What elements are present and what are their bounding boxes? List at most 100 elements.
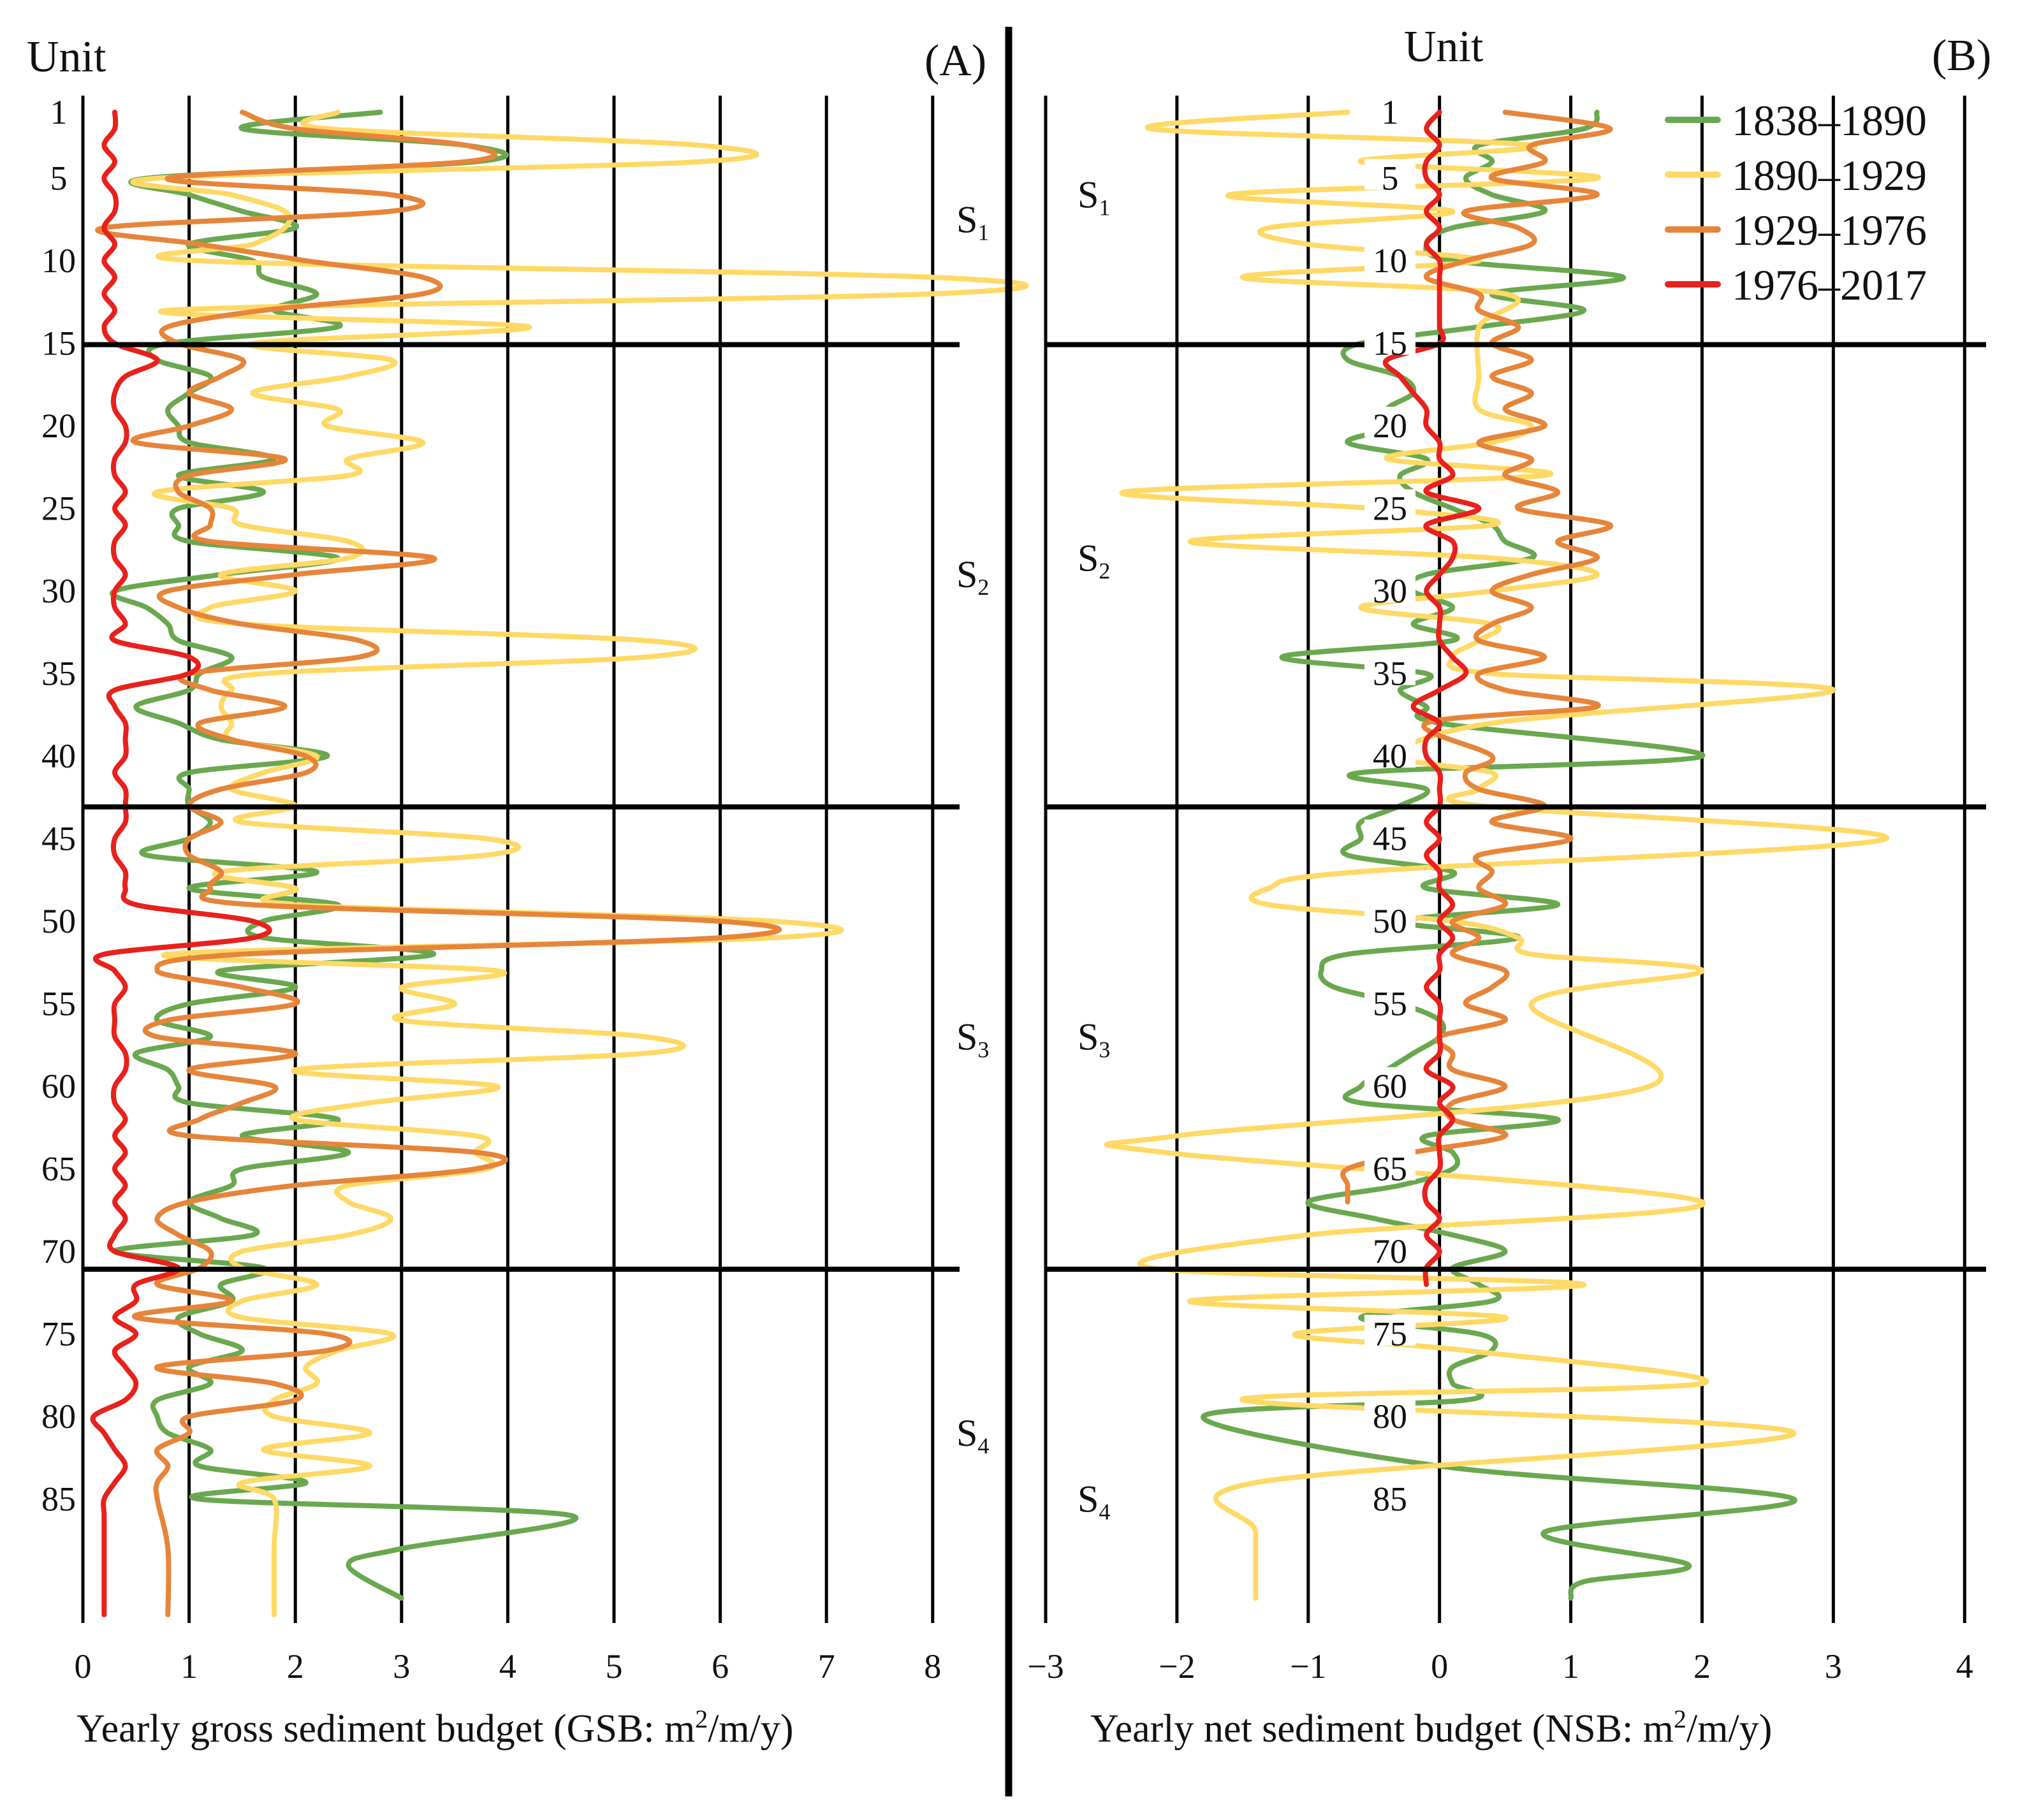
panel-b-unit-label: 50 (1373, 902, 1407, 940)
panel-a-unit-label: 35 (41, 655, 76, 693)
panel-b-segment-subscript: 4 (1099, 1499, 1110, 1525)
panel-b-segment-subscript: 1 (1099, 195, 1110, 221)
panel-b-series (1104, 110, 1889, 1601)
panel-a-segment-subscript: 3 (977, 1037, 989, 1062)
panel-a-segment-subscript: 1 (977, 219, 989, 245)
panel-a-x-tick-label: 0 (75, 1647, 92, 1685)
panel-b-unit-label-background (1364, 1232, 1415, 1263)
panel-b-x-tick-label: 0 (1431, 1647, 1448, 1685)
panel-a-unit-label: 45 (41, 820, 76, 858)
panel-b-unit-label: 80 (1373, 1397, 1407, 1436)
panel-a-x-tick-label: 7 (818, 1647, 835, 1685)
panel-b-x-tick-label: −1 (1290, 1647, 1326, 1685)
panel-a-unit-label: 25 (41, 490, 76, 528)
panel-a-unit-label: 75 (41, 1315, 76, 1353)
panel-a-series-line-18381890 (110, 110, 579, 1601)
panel-b-unit-label: 70 (1373, 1232, 1407, 1270)
legend-label: 1890–1929 (1732, 151, 1927, 200)
panel-b-unit-label-background (1364, 324, 1415, 355)
panel-b-unit-label: 65 (1373, 1150, 1407, 1188)
panel-a-series-line-19291976 (95, 110, 782, 1617)
panel-a-x-axis-title-main: Yearly gross sediment budget (GSB: m (77, 1707, 695, 1751)
panel-b-unit-label-background (1364, 93, 1415, 124)
panel-a-x-axis-title: Yearly gross sediment budget (GSB: m2/m/… (77, 1705, 794, 1751)
panel-a-label: (A) (925, 36, 986, 85)
panel-b-unit-label: 45 (1373, 820, 1407, 858)
panel-a-unit-label: 60 (41, 1067, 76, 1105)
panel-b-x-axis-title-sup: 2 (1674, 1705, 1686, 1733)
panel-b-unit-label-background (1364, 242, 1415, 273)
panel-a-unit-label: 15 (41, 324, 76, 363)
panel-b-unit-label: 35 (1373, 655, 1407, 693)
panel-b-segment-label: S1 (1078, 174, 1110, 221)
panel-b-label: (B) (1932, 31, 1991, 80)
panel-b-unit-label-background (1364, 1149, 1415, 1181)
legend: 1838–1890 1890–1929 1929–1976 1976–2017 (1665, 96, 1927, 309)
panel-b-unit-label-background (1364, 984, 1415, 1016)
panel-b-unit-label-background (1364, 819, 1415, 850)
panel-a-unit-label: 70 (41, 1232, 76, 1270)
panel-b-x-axis-title: Yearly net sediment budget (NSB: m2/m/y) (1090, 1705, 1772, 1751)
panel-a-segment-boundaries (83, 342, 960, 1272)
panel-b-series-line-19762017 (1382, 110, 1482, 1287)
panel-a-unit-label: 85 (41, 1480, 76, 1518)
panel-a-series (90, 110, 1029, 1617)
panel-b-x-tick-label: −2 (1159, 1647, 1195, 1685)
panel-b-unit-label: 20 (1373, 407, 1407, 445)
panel-a-unit-label: 1 (50, 93, 68, 131)
panel-a-unit-label: 10 (41, 242, 76, 280)
panel-b-unit-label-background (1364, 654, 1415, 685)
panel-b-unit-label: 85 (1373, 1480, 1407, 1518)
panel-b-unit-label-background (1364, 1480, 1415, 1511)
panel-a-unit-label: 20 (41, 407, 76, 445)
panel-b-unit-header: Unit (1404, 22, 1484, 71)
panel-b-segment-subscript: 2 (1099, 558, 1110, 583)
panel-a-x-tick-labels: 0 1 2 3 4 5 6 7 8 (75, 1647, 942, 1685)
panel-a-segment-subscript: 2 (977, 574, 989, 600)
legend-label: 1976–2017 (1732, 261, 1927, 309)
panel-b-unit-label-background (1364, 1314, 1415, 1346)
panel-a-x-tick-label: 4 (499, 1647, 516, 1685)
panel-b-x-tick-label: 4 (1956, 1647, 1973, 1685)
panel-b-unit-label-background (1364, 159, 1415, 190)
panel-a-unit-label: 65 (41, 1150, 76, 1188)
panel-a-x-tick-label: 1 (180, 1647, 198, 1685)
panel-a-series-line-18901929 (130, 110, 1029, 1617)
panel-a-x-tick-label: 5 (606, 1647, 623, 1685)
panel-b-unit-label: 55 (1373, 985, 1407, 1023)
panel-a-unit-label: 40 (41, 737, 76, 775)
panel-b-unit-label: 5 (1382, 159, 1399, 198)
panel-b-unit-label: 1 (1382, 93, 1399, 131)
panel-b-unit-label-background (1364, 1397, 1415, 1429)
panel-b-unit-label: 30 (1373, 572, 1407, 610)
legend-label: 1838–1890 (1732, 96, 1927, 145)
panel-b-segment-boundaries (1046, 342, 1986, 1272)
panel-b-series-line-18901929 (1104, 110, 1889, 1601)
panel-a-series-line-19762017 (90, 110, 272, 1617)
panel-a-unit-label: 55 (41, 985, 76, 1023)
panel-b-unit-label: 75 (1373, 1315, 1407, 1353)
panel-b-unit-label-background (1364, 902, 1415, 933)
panel-b-unit-label-background (1364, 737, 1415, 768)
panel-a-x-tick-label: 3 (393, 1647, 410, 1685)
panel-b-x-tick-label: 3 (1825, 1647, 1842, 1685)
panel-b-unit-label-background (1364, 572, 1415, 603)
panel-a-segment-subscript: 4 (977, 1433, 989, 1459)
panel-b-unit-label: 40 (1373, 737, 1407, 775)
panel-b-unit-label: 10 (1373, 242, 1407, 280)
panel-a-unit-label: 30 (41, 572, 76, 610)
panel-b-x-tick-label: 2 (1693, 1647, 1711, 1685)
legend-label: 1929–1976 (1732, 206, 1927, 254)
panel-b-x-tick-labels: −3 −2 −1 0 1 2 3 4 (1027, 1647, 1973, 1685)
panel-b-segment-subscript: 3 (1099, 1037, 1110, 1062)
panel-a-unit-label: 80 (41, 1397, 76, 1436)
panel-b-unit-label-background (1364, 489, 1415, 520)
panel-b-x-tick-label: 1 (1562, 1647, 1579, 1685)
panel-b-unit-label: 25 (1373, 490, 1407, 528)
panel-b-x-axis-title-end: /m/y) (1686, 1707, 1772, 1751)
panel-a-x-axis-title-end: /m/y) (708, 1707, 793, 1751)
panel-b-series-line-18381890 (1201, 110, 1797, 1601)
panel-b-unit-label-background (1364, 407, 1415, 438)
